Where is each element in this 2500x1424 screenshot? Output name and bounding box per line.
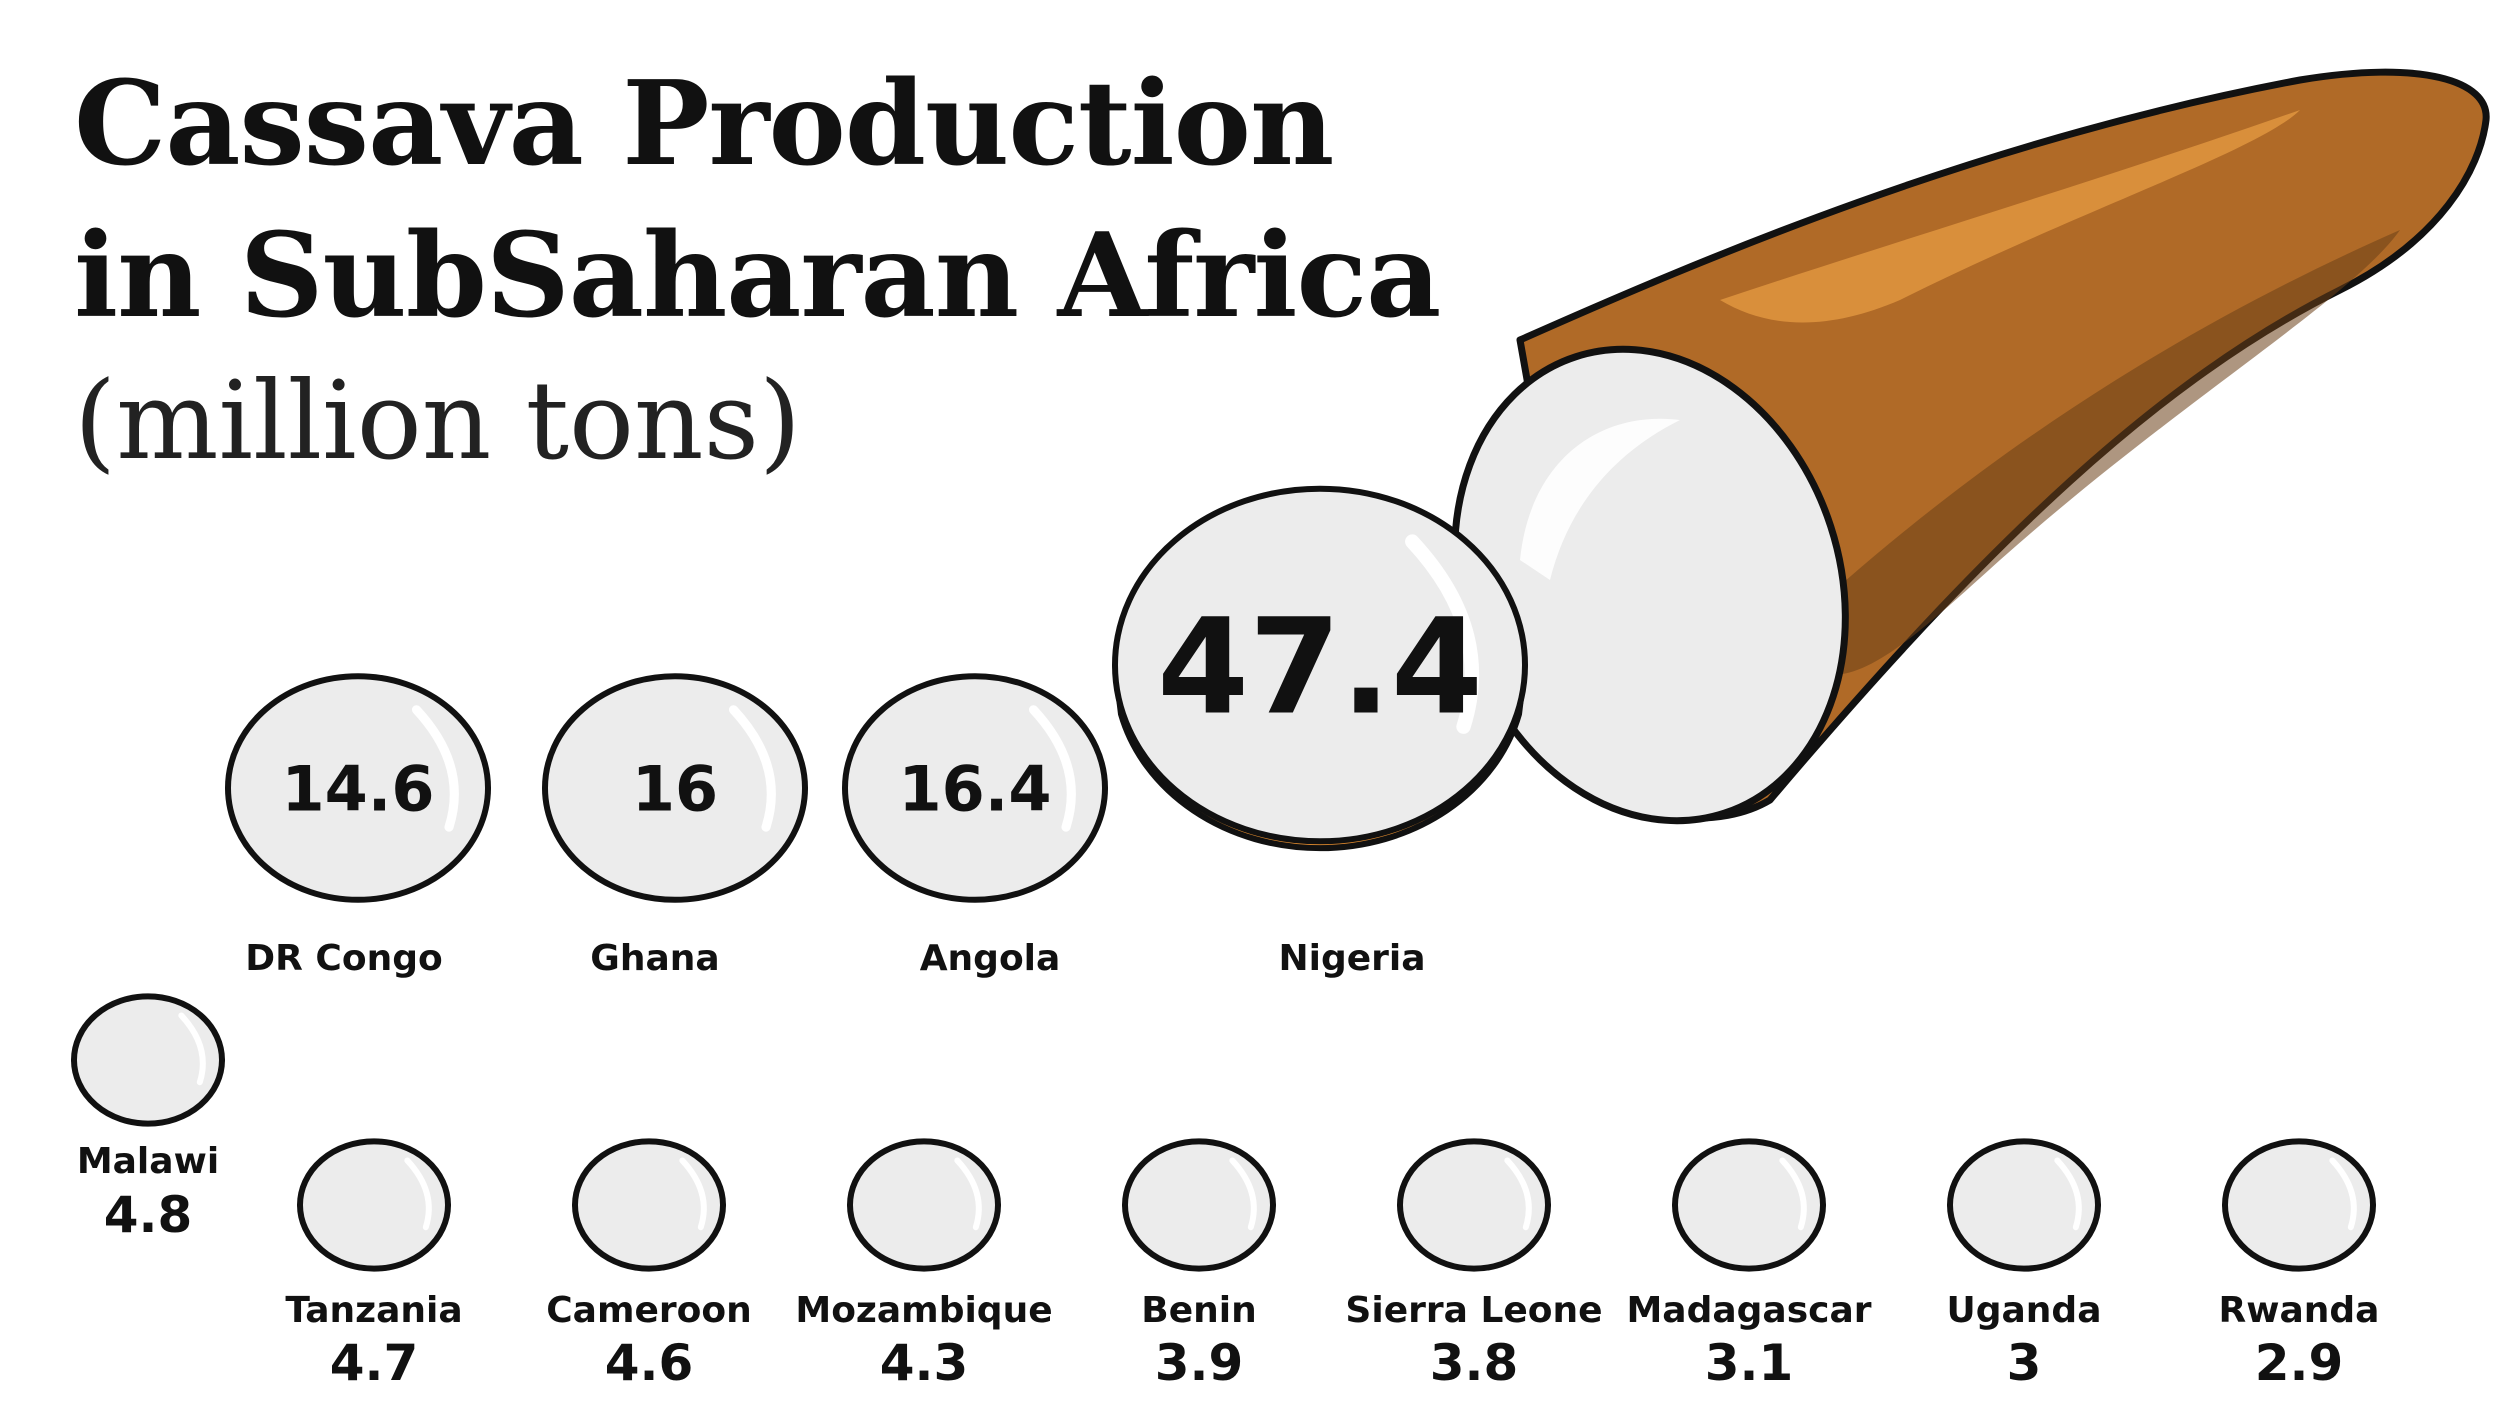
value-label-ghana: 16	[632, 752, 718, 825]
coin-face-madagascar	[1672, 1138, 1826, 1272]
coin-shine-rwanda	[2329, 1157, 2357, 1231]
value-label-mozambique: 4.3	[880, 1334, 969, 1392]
coin-face-tanzania	[297, 1138, 451, 1272]
coin-face-sierra-leone	[1397, 1138, 1551, 1272]
category-label-mozambique: Mozambique	[795, 1290, 1052, 1331]
coin-shine-dr-congo	[411, 705, 459, 832]
value-label-tanzania: 4.7	[330, 1334, 419, 1392]
category-label-benin: Benin	[1141, 1290, 1256, 1331]
category-label-cameroon: Cameroon	[546, 1290, 752, 1331]
value-label-madagascar: 3.1	[1705, 1334, 1794, 1392]
category-label-dr-congo: DR Congo	[245, 938, 442, 979]
category-label-rwanda: Rwanda	[2219, 1290, 2380, 1331]
coin-shine-ghana	[728, 705, 776, 832]
coin-face-malawi	[71, 993, 225, 1127]
coin-shine-uganda	[2054, 1157, 2082, 1231]
coin-shine-nigeria	[1405, 534, 1480, 734]
value-label-rwanda: 2.9	[2255, 1334, 2344, 1392]
coin-face-nigeria	[1112, 485, 1528, 845]
coin-shine-angola	[1028, 705, 1076, 832]
cassava-root-cut-shine	[1520, 418, 1680, 580]
coin-shine-malawi	[178, 1012, 206, 1086]
coin-face-rwanda	[2222, 1138, 2376, 1272]
coin-face-angola	[842, 673, 1108, 903]
value-label-sierra-leone: 3.8	[1430, 1334, 1519, 1392]
coin-ghana: 16 Ghana	[542, 673, 808, 979]
value-label-uganda: 3	[2007, 1334, 2042, 1392]
cassava-root-shadow	[1780, 230, 2400, 676]
coin-shine-cameroon	[679, 1157, 707, 1231]
value-label-benin: 3.9	[1155, 1334, 1244, 1392]
category-label-ghana: Ghana	[590, 938, 719, 979]
value-label-angola: 16.4	[899, 752, 1052, 825]
coin-face-dr-congo	[225, 673, 491, 903]
coin-nigeria: 47.4 Nigeria	[1112, 485, 1528, 979]
chart-title-line-2: in SubSaharan Africa	[74, 208, 1441, 344]
cassava-root-illustration	[1451, 68, 2490, 825]
coin-face-cameroon	[572, 1138, 726, 1272]
chart-unit-subtitle: (million tons)	[74, 359, 802, 484]
category-label-sierra-leone: Sierra Leone	[1345, 1290, 1602, 1331]
value-label-nigeria: 47.4	[1157, 591, 1483, 745]
coin-face-mozambique	[847, 1138, 1001, 1272]
coin-angola: 16.4 Angola	[842, 673, 1108, 979]
category-label-malawi: Malawi	[77, 1141, 219, 1182]
coin-dr-congo: 14.6 DR Congo	[225, 673, 491, 979]
category-label-nigeria: Nigeria	[1278, 938, 1425, 979]
category-label-madagascar: Madagascar	[1626, 1290, 1871, 1331]
chart-title-line-1: Cassava Production	[74, 56, 1334, 192]
coin-face-ghana	[542, 673, 808, 903]
category-label-uganda: Uganda	[1947, 1290, 2102, 1331]
coin-series: 47.4 Nigeria 16.4 Angola 16 Ghana 14.6 DR Congo…	[71, 485, 2380, 1392]
coin-shine-tanzania	[404, 1157, 432, 1231]
coin-shine-madagascar	[1779, 1157, 1807, 1231]
category-label-angola: Angola	[920, 938, 1061, 979]
coin-shine-benin	[1229, 1157, 1257, 1231]
category-label-tanzania: Tanzania	[285, 1290, 462, 1331]
coin-face-benin	[1122, 1138, 1276, 1272]
value-label-cameroon: 4.6	[605, 1334, 694, 1392]
value-label-malawi: 4.8	[104, 1186, 193, 1244]
cassava-root-highlight	[1720, 110, 2300, 323]
coin-shine-mozambique	[954, 1157, 982, 1231]
coin-face-uganda	[1947, 1138, 2101, 1272]
coin-shine-sierra-leone	[1504, 1157, 1532, 1231]
value-label-dr-congo: 14.6	[282, 752, 435, 825]
